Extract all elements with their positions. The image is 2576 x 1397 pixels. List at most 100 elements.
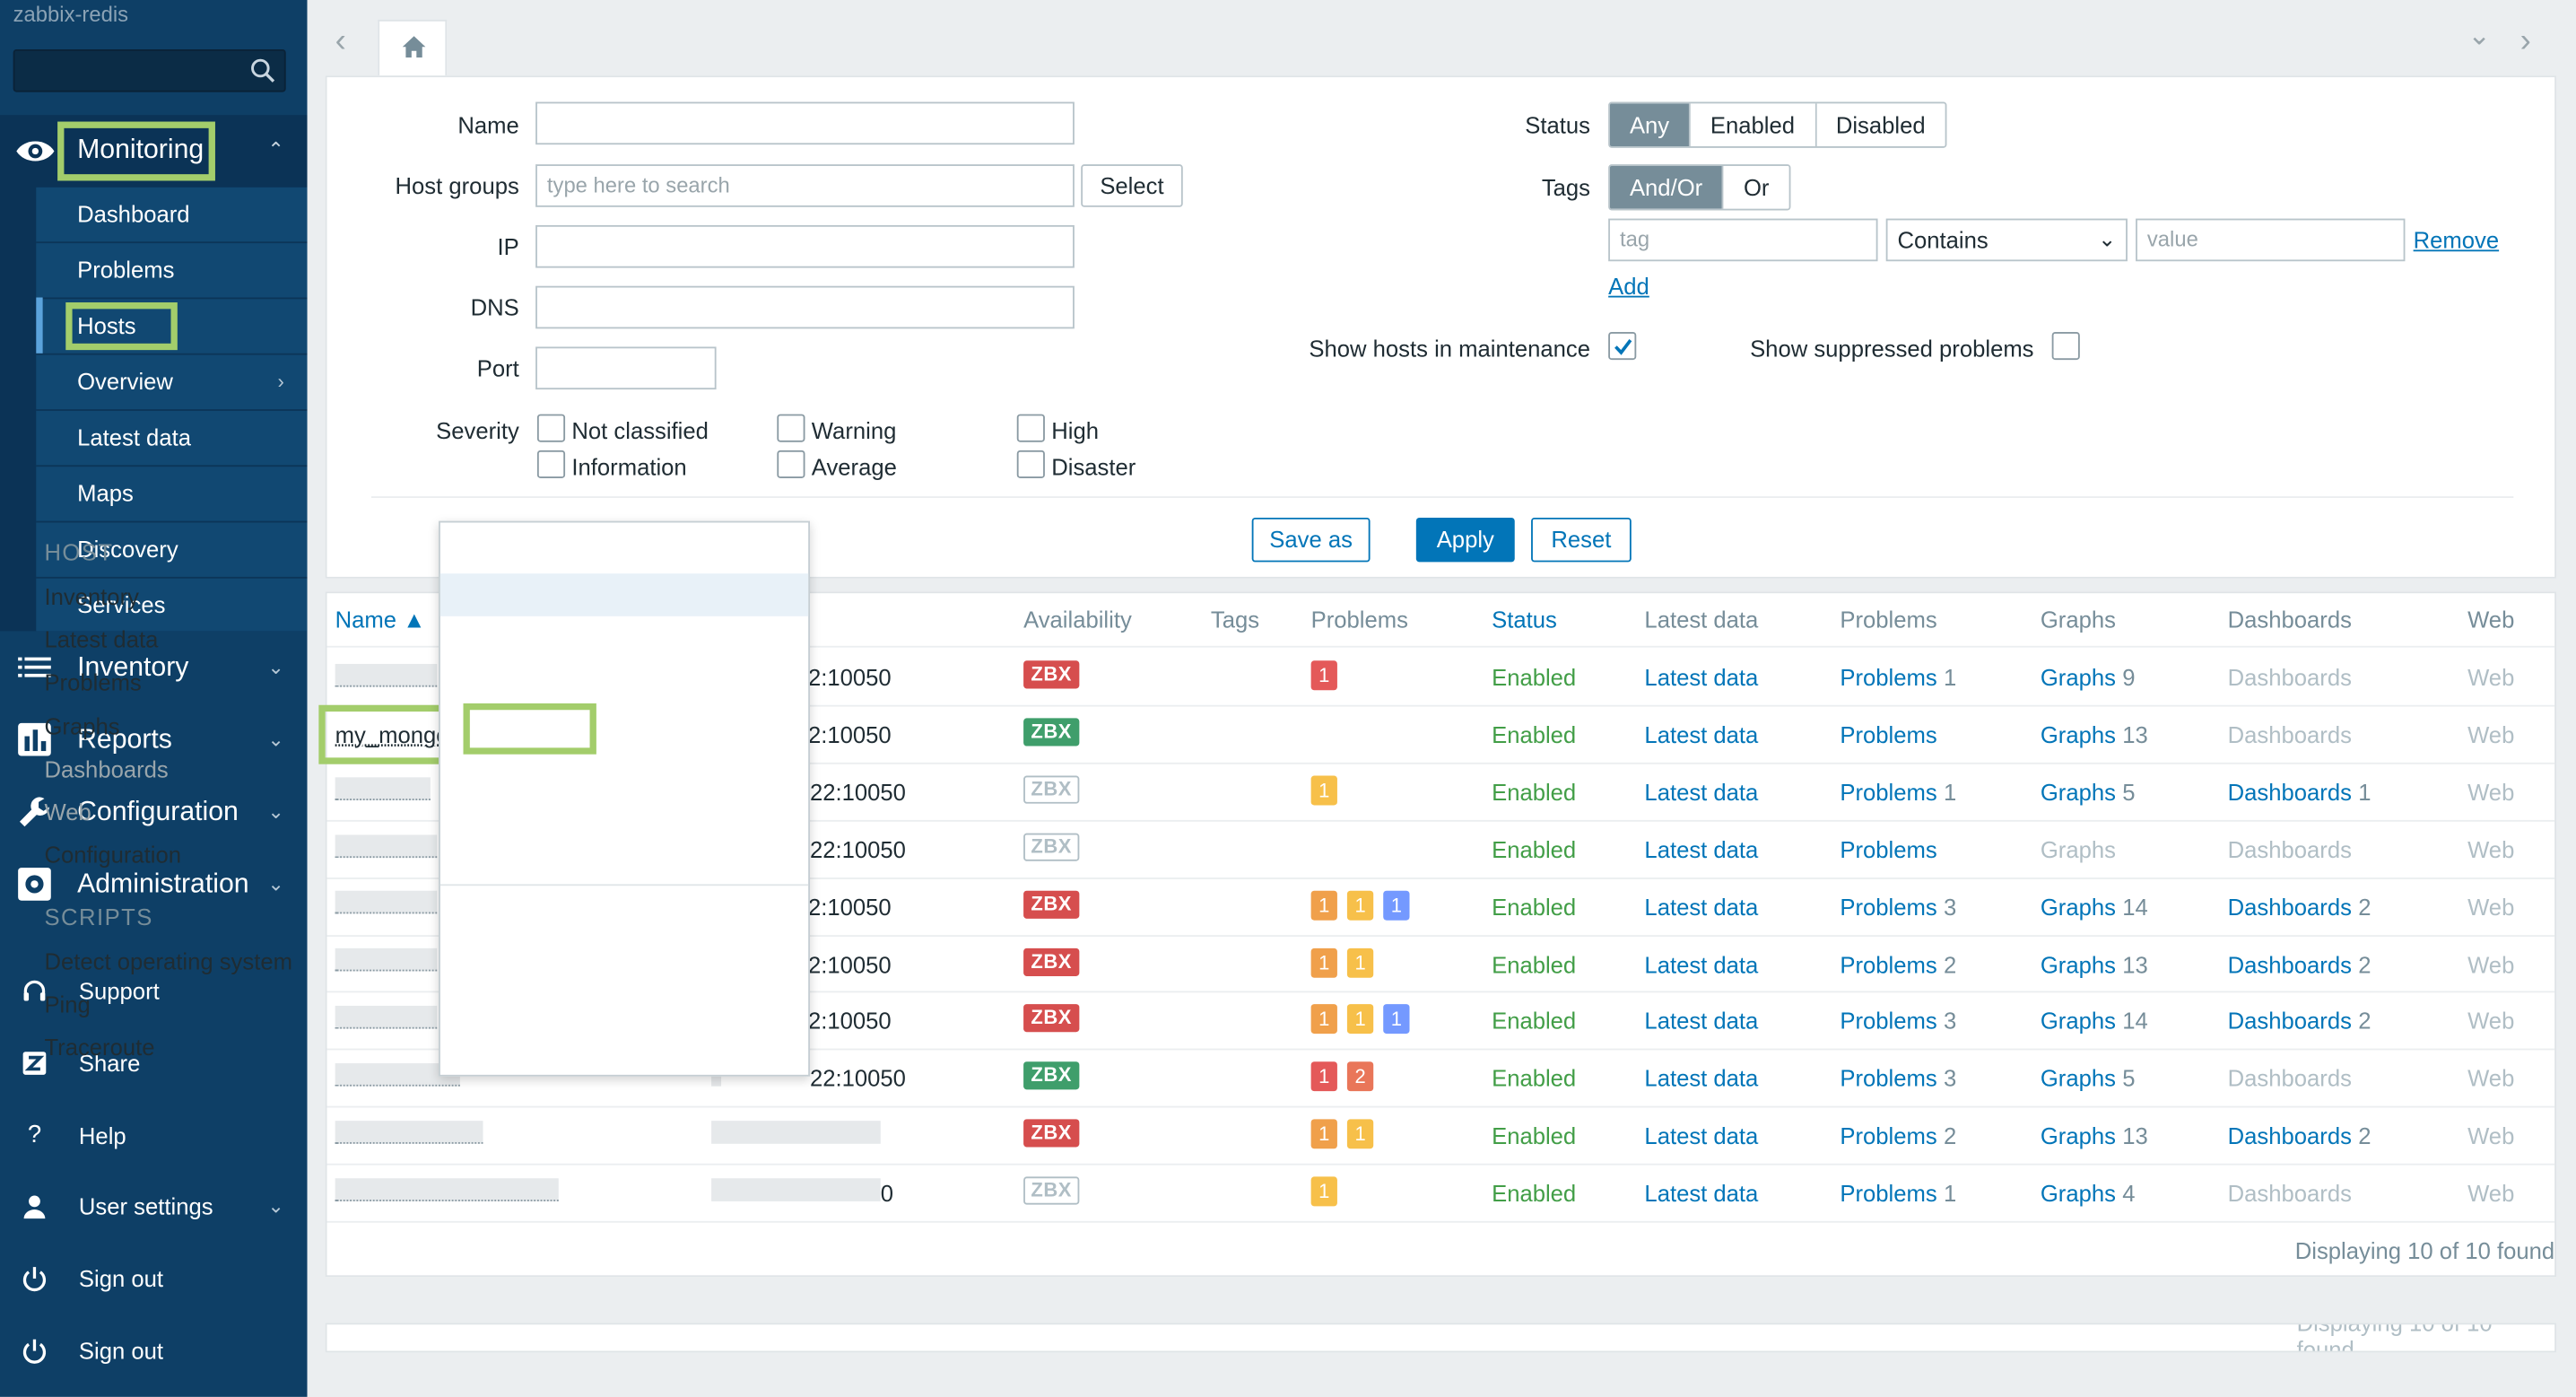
- problem-severity-badge[interactable]: 1: [1347, 890, 1373, 920]
- tag-value-input[interactable]: value: [2136, 219, 2405, 262]
- problems-link[interactable]: Problems 3: [1840, 1065, 1956, 1091]
- reset-button[interactable]: Reset: [1531, 518, 1632, 562]
- ip-input[interactable]: [535, 225, 1075, 268]
- host-status[interactable]: Enabled: [1492, 836, 1576, 862]
- tags-or-option[interactable]: Or: [1724, 166, 1788, 209]
- problems-link[interactable]: Problems: [1840, 836, 1936, 862]
- redacted-host-name[interactable]: [335, 834, 438, 858]
- graphs-link[interactable]: Graphs 14: [2041, 1008, 2148, 1034]
- sidebar-item-dashboard[interactable]: Dashboard: [36, 188, 307, 243]
- latest-data-link[interactable]: Latest data: [1644, 836, 1758, 862]
- dashboards-link[interactable]: Dashboards 1: [2228, 779, 2371, 805]
- sidebar-item-sign-out[interactable]: Sign out: [0, 1245, 308, 1311]
- graphs-link[interactable]: Graphs 9: [2041, 664, 2136, 690]
- redacted-host-name[interactable]: [335, 777, 431, 800]
- graphs-link[interactable]: Graphs 4: [2041, 1180, 2136, 1206]
- graphs-link[interactable]: Graphs 13: [2041, 951, 2148, 977]
- host-status[interactable]: Enabled: [1492, 951, 1576, 977]
- remove-tag-link[interactable]: Remove: [2414, 227, 2500, 253]
- problem-severity-badge[interactable]: 1: [1383, 890, 1409, 920]
- latest-data-link[interactable]: Latest data: [1644, 1008, 1758, 1034]
- latest-data-link[interactable]: Latest data: [1644, 1122, 1758, 1148]
- menu-item-graphs[interactable]: Graphs: [44, 713, 119, 739]
- problem-severity-badge[interactable]: 1: [1311, 890, 1337, 920]
- redacted-host-name[interactable]: [335, 1178, 559, 1201]
- host-status[interactable]: Enabled: [1492, 1065, 1576, 1091]
- chevron-down-icon[interactable]: ⌄: [2467, 20, 2491, 53]
- redacted-host-name[interactable]: [335, 948, 438, 972]
- problem-severity-badge[interactable]: 1: [1311, 1120, 1337, 1149]
- latest-data-link[interactable]: Latest data: [1644, 1065, 1758, 1091]
- tags-and-or-option[interactable]: And/Or: [1610, 166, 1724, 209]
- sidebar-item-sign-out[interactable]: Sign out: [0, 1318, 308, 1384]
- graphs-link[interactable]: Graphs 13: [2041, 1122, 2148, 1148]
- problems-link[interactable]: Problems 2: [1840, 951, 1956, 977]
- menu-item-traceroute[interactable]: Traceroute: [44, 1034, 154, 1060]
- host-groups-input[interactable]: type here to search: [535, 164, 1075, 207]
- host-status[interactable]: Enabled: [1492, 779, 1576, 805]
- tag-operator-select[interactable]: Contains ⌄: [1886, 219, 2128, 262]
- host-status[interactable]: Enabled: [1492, 1180, 1576, 1206]
- dashboards-link[interactable]: Dashboards 2: [2228, 894, 2371, 920]
- tab-home[interactable]: [378, 20, 447, 75]
- menu-item-inventory[interactable]: Inventory: [44, 583, 138, 609]
- dns-input[interactable]: [535, 286, 1075, 329]
- add-tag-link[interactable]: Add: [1608, 273, 1649, 299]
- graphs-link[interactable]: Graphs 14: [2041, 894, 2148, 920]
- chevron-left-icon[interactable]: ‹: [335, 23, 346, 61]
- problems-link[interactable]: Problems 3: [1840, 894, 1956, 920]
- sidebar-search-input[interactable]: [13, 49, 286, 92]
- menu-item-problems[interactable]: Problems: [44, 668, 141, 694]
- status-disabled-option[interactable]: Disabled: [1816, 103, 1945, 146]
- status-any-option[interactable]: Any: [1610, 103, 1691, 146]
- problem-severity-badge[interactable]: 1: [1347, 1005, 1373, 1035]
- problem-severity-badge[interactable]: 1: [1311, 775, 1337, 805]
- problem-severity-badge[interactable]: 1: [1347, 947, 1373, 977]
- redacted-host-name[interactable]: [335, 1121, 483, 1144]
- menu-item-detect-os[interactable]: Detect operating system: [44, 948, 292, 974]
- redacted-host-name[interactable]: [335, 1006, 438, 1029]
- save-as-button[interactable]: Save as: [1252, 518, 1371, 562]
- show-suppressed-checkbox[interactable]: [2052, 332, 2080, 360]
- problems-link[interactable]: Problems 3: [1840, 1008, 1956, 1034]
- graphs-link[interactable]: Graphs 5: [2041, 779, 2136, 805]
- sidebar-item-problems[interactable]: Problems: [36, 243, 307, 299]
- host-status[interactable]: Enabled: [1492, 1122, 1576, 1148]
- severity-not-classified-checkbox[interactable]: [537, 415, 565, 442]
- severity-warning-checkbox[interactable]: [777, 415, 805, 442]
- menu-item-configuration[interactable]: Configuration: [44, 842, 181, 868]
- sidebar-item-maps[interactable]: Maps: [36, 467, 307, 522]
- latest-data-link[interactable]: Latest data: [1644, 721, 1758, 747]
- dashboards-link[interactable]: Dashboards 2: [2228, 1008, 2371, 1034]
- dashboards-link[interactable]: Dashboards 2: [2228, 951, 2371, 977]
- problem-severity-badge[interactable]: 1: [1311, 947, 1337, 977]
- latest-data-link[interactable]: Latest data: [1644, 779, 1758, 805]
- latest-data-link[interactable]: Latest data: [1644, 664, 1758, 690]
- sidebar-item-help[interactable]: ? Help: [0, 1103, 308, 1168]
- redacted-host-name[interactable]: [335, 891, 438, 914]
- host-status[interactable]: Enabled: [1492, 894, 1576, 920]
- problems-link[interactable]: Problems 1: [1840, 664, 1956, 690]
- problem-severity-badge[interactable]: 1: [1383, 1005, 1409, 1035]
- problem-severity-badge[interactable]: 1: [1311, 1177, 1337, 1207]
- problems-link[interactable]: Problems 2: [1840, 1122, 1956, 1148]
- host-status[interactable]: Enabled: [1492, 721, 1576, 747]
- sidebar-item-user-settings[interactable]: User settings ⌄: [0, 1174, 308, 1239]
- problem-severity-badge[interactable]: 2: [1347, 1062, 1373, 1092]
- dashboards-link[interactable]: Dashboards 2: [2228, 1122, 2371, 1148]
- graphs-link[interactable]: Graphs 13: [2041, 721, 2148, 747]
- show-maintenance-checkbox[interactable]: [1608, 332, 1636, 360]
- host-status[interactable]: Enabled: [1492, 1008, 1576, 1034]
- latest-data-link[interactable]: Latest data: [1644, 1180, 1758, 1206]
- chevron-right-icon[interactable]: ›: [2520, 23, 2531, 61]
- latest-data-link[interactable]: Latest data: [1644, 894, 1758, 920]
- select-button[interactable]: Select: [1081, 164, 1183, 207]
- severity-average-checkbox[interactable]: [777, 450, 805, 478]
- port-input[interactable]: [535, 346, 716, 389]
- severity-information-checkbox[interactable]: [537, 450, 565, 478]
- problems-link[interactable]: Problems: [1840, 721, 1936, 747]
- redacted-host-name[interactable]: [335, 664, 438, 687]
- name-input[interactable]: [535, 102, 1075, 145]
- problem-severity-badge[interactable]: 1: [1311, 660, 1337, 690]
- menu-item-latest-data[interactable]: Latest data: [44, 626, 158, 652]
